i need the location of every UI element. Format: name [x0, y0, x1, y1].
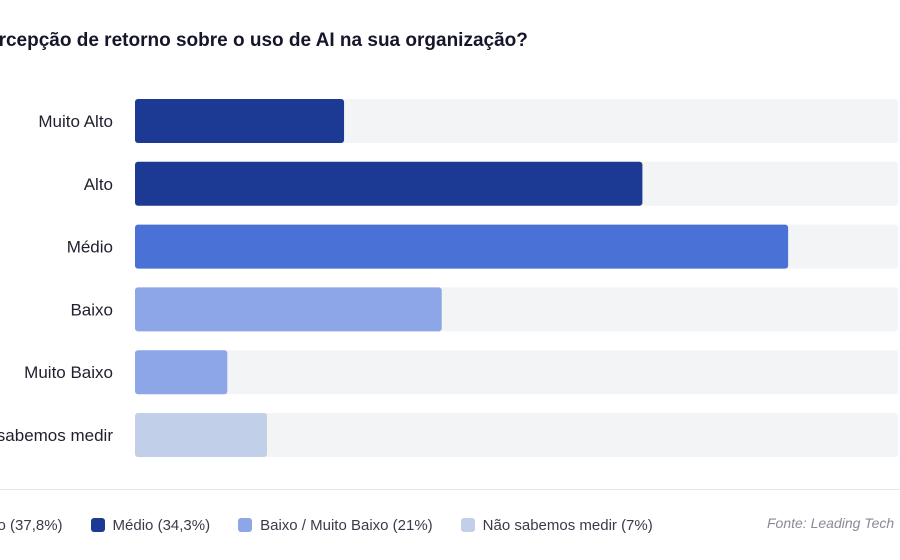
category-label-sabemos-medir: sabemos medir	[0, 426, 113, 445]
category-label-muito-baixo: Muito Baixo	[24, 363, 113, 382]
legend-swatch-baixo	[238, 518, 253, 532]
category-label-muito-alto: Muito Alto	[38, 112, 113, 131]
legend-label-baixo: Baixo / Muito Baixo (21%)	[260, 516, 433, 534]
bar-muito-baixo	[135, 350, 228, 395]
bar-muito-alto	[135, 99, 345, 143]
category-label-baixo: Baixo	[70, 300, 113, 319]
legend-swatch-medio	[90, 518, 105, 532]
legend-label-medio: Médio (34,3%)	[112, 516, 211, 534]
legend-label-alto: Alto (37,8%)	[0, 516, 63, 534]
legend-label-nao-sabemos: Não sabemos medir (7%)	[482, 516, 653, 534]
legend-divider	[0, 489, 900, 490]
legend-item-medio: Médio (34,3%)	[90, 516, 211, 534]
bar-baixo	[135, 287, 442, 332]
chart-title: ercepção de retorno sobre o uso de AI na…	[0, 30, 528, 51]
bar-chart: Muito Alto Alto Médio Baixo Muito Baixo sabem…	[0, 99, 898, 457]
legend-item-baixo: Baixo / Muito Baixo (21%)	[238, 517, 433, 534]
legend-swatch-nao-sabemos	[460, 518, 475, 532]
legend-item-nao-sabemos: Não sabemos medir (7%)	[460, 516, 653, 534]
source-note: Fonte: Leading Tech	[767, 515, 895, 531]
bar-track-sabemos-medir	[135, 413, 898, 457]
category-label-alto: Alto	[84, 175, 113, 194]
bar-medio	[135, 224, 789, 269]
bar-sabemos-medir	[135, 413, 267, 457]
legend: Alto (37,8%) Médio (34,3%) Baixo / Muito…	[0, 514, 681, 536]
category-label-medio: Médio	[67, 238, 113, 257]
bar-alto	[135, 161, 643, 206]
legend-item-alto: Alto (37,8%)	[0, 517, 63, 534]
bar-track-muito-baixo	[135, 350, 898, 395]
